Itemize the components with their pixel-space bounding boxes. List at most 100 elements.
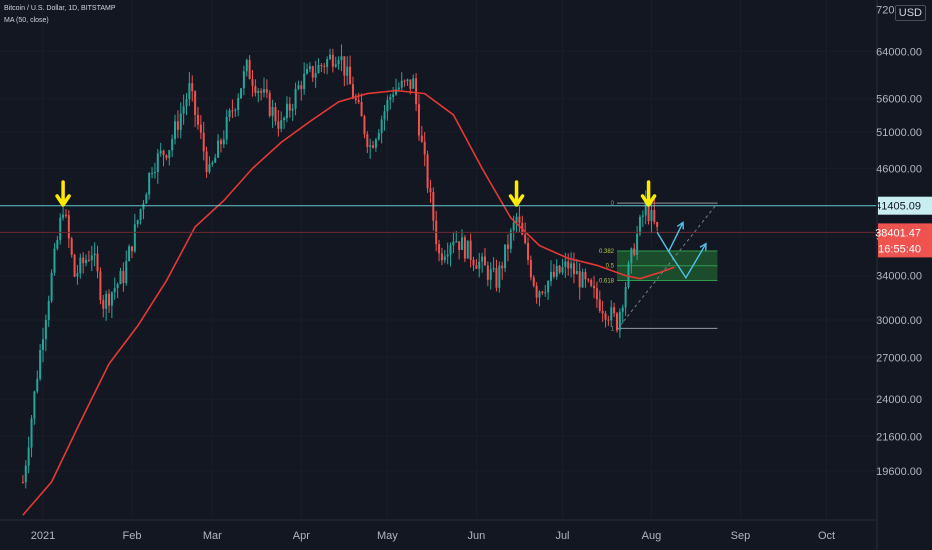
candle xyxy=(56,236,59,251)
price-levels xyxy=(0,205,877,233)
candle xyxy=(423,131,426,167)
fib-level-label: 1 xyxy=(611,326,615,332)
candle xyxy=(105,290,108,321)
y-tick-label: 27000.00 xyxy=(876,352,922,364)
candle xyxy=(165,154,168,161)
candle xyxy=(524,222,527,245)
candle xyxy=(475,259,478,270)
candle xyxy=(108,289,111,313)
candle xyxy=(99,267,102,305)
candle xyxy=(351,76,354,100)
candle xyxy=(656,221,659,232)
candle xyxy=(113,277,116,300)
fib-level-label: 0 xyxy=(611,201,615,207)
x-tick-label: 2021 xyxy=(31,530,55,542)
candle xyxy=(392,86,395,103)
x-axis[interactable]: 2021 Feb Mar Apr May Jun Jul Aug Sep Oct xyxy=(0,519,877,542)
candle xyxy=(171,134,174,157)
candle xyxy=(478,252,481,278)
candle xyxy=(334,56,337,68)
candle xyxy=(110,291,113,319)
candle xyxy=(458,241,461,260)
grid xyxy=(0,0,877,520)
candle xyxy=(151,167,154,179)
candle xyxy=(82,252,85,274)
candle xyxy=(641,210,644,227)
candle xyxy=(541,290,544,295)
candle xyxy=(194,90,197,128)
x-tick-label: Sep xyxy=(731,530,751,542)
candle xyxy=(331,48,334,73)
candle xyxy=(125,250,128,286)
candle xyxy=(426,150,429,194)
last-price-label: 38401.47 xyxy=(875,227,921,239)
candle xyxy=(179,102,182,139)
candle xyxy=(159,142,162,157)
candle xyxy=(532,275,535,288)
candle xyxy=(624,282,627,316)
candle xyxy=(372,140,375,149)
candle xyxy=(271,99,274,129)
candle xyxy=(303,62,306,95)
candle xyxy=(288,96,291,118)
candle xyxy=(337,56,340,70)
candle xyxy=(590,278,593,288)
candle xyxy=(346,56,349,86)
fib-level-label: 0.382 xyxy=(599,249,615,255)
candle xyxy=(638,214,641,237)
projection-arrowhead xyxy=(676,221,684,230)
candle xyxy=(139,208,142,225)
candle xyxy=(420,126,423,143)
currency-button[interactable]: USD xyxy=(894,5,926,21)
candle xyxy=(570,252,573,278)
moving-average xyxy=(22,89,675,516)
candle xyxy=(79,253,82,279)
x-tick-label: Jun xyxy=(467,530,485,542)
y-tick-label: 51000.00 xyxy=(876,127,922,139)
candle xyxy=(495,259,498,292)
down-arrow-marker[interactable] xyxy=(508,180,525,207)
candle xyxy=(76,264,79,285)
fib-level-label: 0.618 xyxy=(599,279,615,285)
candle xyxy=(403,79,406,87)
y-tick-label: 34000.00 xyxy=(876,271,922,283)
candle xyxy=(455,231,458,243)
candle xyxy=(584,268,587,288)
candle xyxy=(610,300,613,327)
candle xyxy=(578,263,581,300)
candle xyxy=(285,96,288,123)
candle xyxy=(501,261,504,280)
candle xyxy=(188,72,191,106)
candle xyxy=(142,199,145,220)
down-arrow-marker[interactable] xyxy=(55,180,71,207)
candle xyxy=(449,242,452,267)
candle xyxy=(196,106,199,130)
y-tick-label: 21600.00 xyxy=(876,431,922,443)
candle xyxy=(228,108,231,122)
candle xyxy=(148,171,151,200)
candle xyxy=(581,268,584,289)
arrow-markers xyxy=(55,180,657,207)
candle xyxy=(558,265,561,275)
candle xyxy=(182,94,185,125)
y-axis[interactable]: 19600.00 21600.00 24000.00 27000.00 30000.00… xyxy=(875,0,932,550)
candle xyxy=(260,88,263,101)
indicator-legend[interactable]: MA (50, close) xyxy=(4,17,49,24)
candle xyxy=(567,253,570,276)
candle xyxy=(469,233,472,268)
candle xyxy=(42,327,44,363)
x-tick-label: May xyxy=(377,530,398,542)
candle xyxy=(380,115,383,144)
candle xyxy=(650,202,653,234)
candle xyxy=(102,295,105,318)
candle xyxy=(274,102,277,126)
candle xyxy=(44,314,47,352)
candle xyxy=(234,107,237,118)
candle xyxy=(294,82,297,116)
candle xyxy=(440,247,443,266)
candle xyxy=(257,88,260,103)
down-arrow-marker[interactable] xyxy=(640,180,657,207)
